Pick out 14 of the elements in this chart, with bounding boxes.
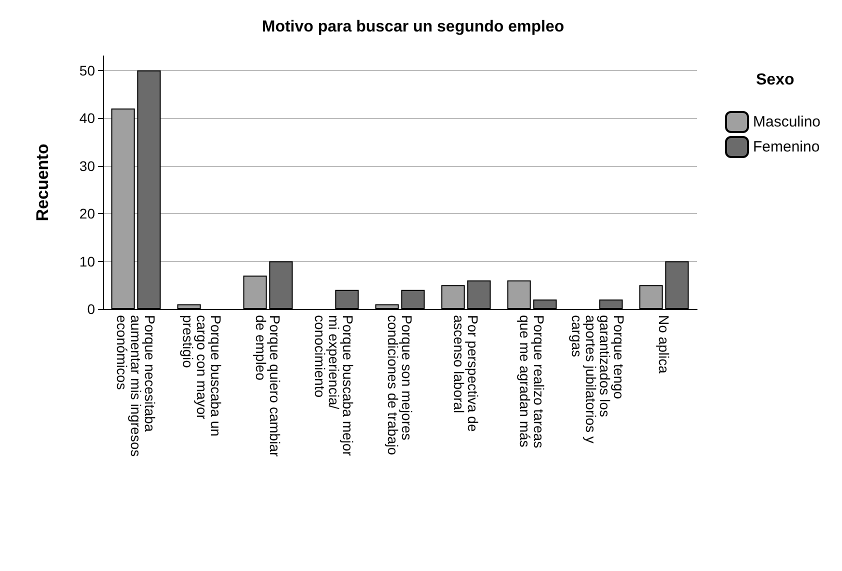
y-tick-label: 40 <box>79 110 96 126</box>
chart-title: Motivo para buscar un segundo empleo <box>262 18 564 36</box>
x-tick-label: Porque necesitaba aumentar mis ingresos económicos <box>114 315 158 461</box>
y-tick-label: 30 <box>79 158 96 174</box>
x-tick-label: No aplica <box>656 315 672 374</box>
y-tick-label: 20 <box>79 206 96 222</box>
x-tick-label: Porque tengo garantizados los aportes jubilatorios y cargas <box>569 315 627 448</box>
legend-label: Masculino <box>753 114 821 130</box>
legend-title: Sexo <box>756 72 794 88</box>
y-tick-label: 50 <box>79 62 96 78</box>
y-tick-label: 0 <box>87 301 96 317</box>
legend-label: Femenino <box>753 138 820 156</box>
y-axis-title: Recuento <box>33 144 52 222</box>
y-tick-label: 10 <box>79 253 96 270</box>
